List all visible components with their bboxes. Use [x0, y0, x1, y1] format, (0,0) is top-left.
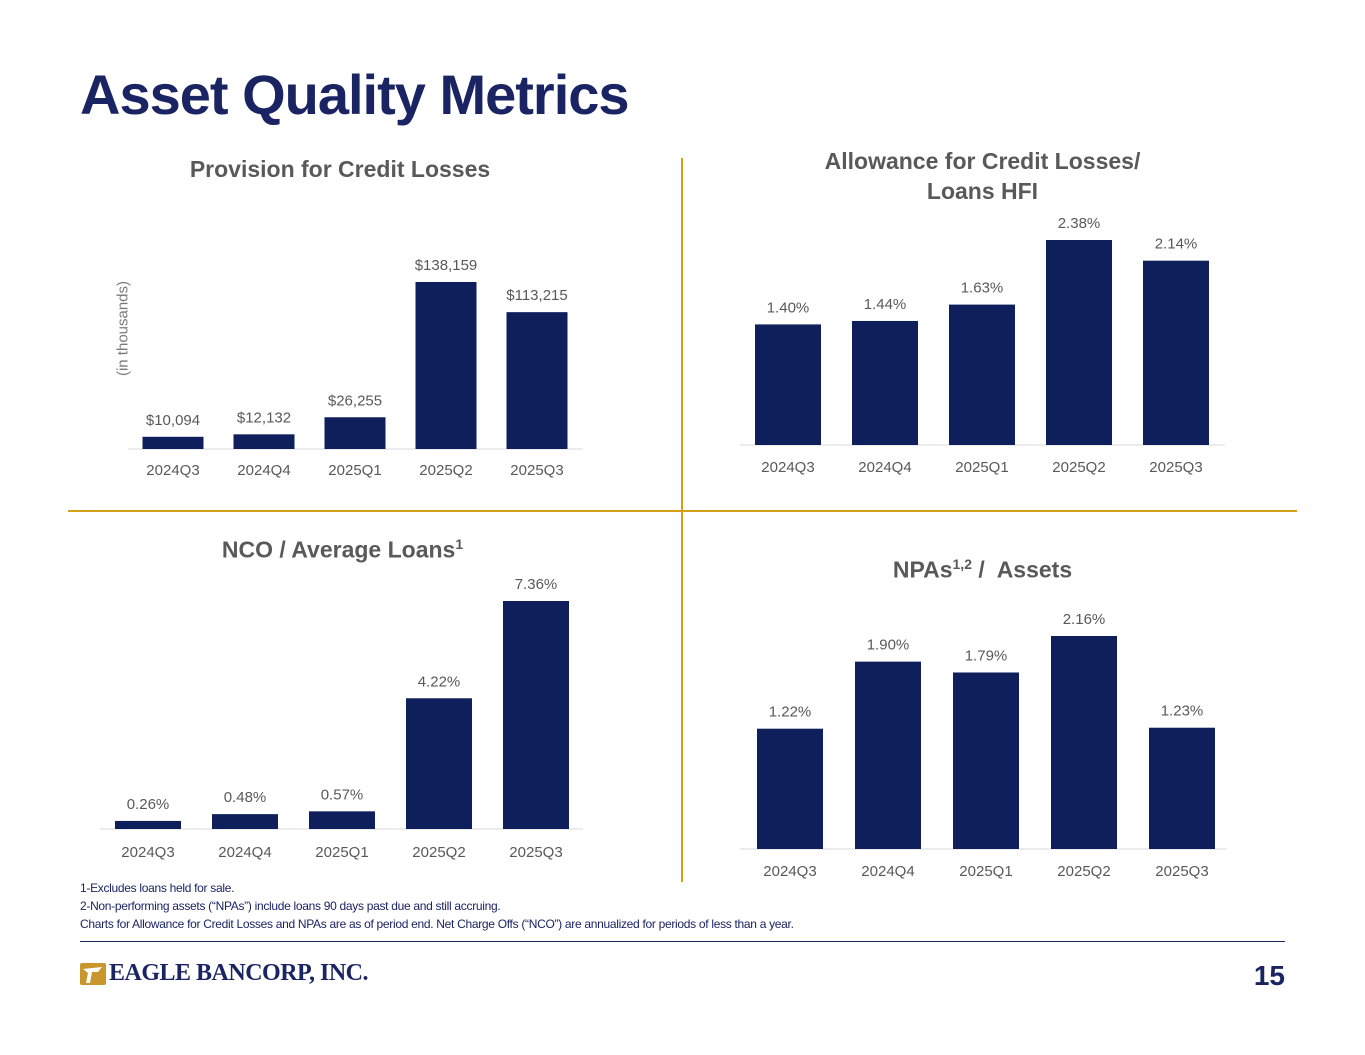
npa-tick-label-2025Q2: 2025Q2 [1057, 863, 1110, 880]
npa-tick-label-2025Q1: 2025Q1 [959, 863, 1012, 880]
nco-tick-label-2025Q3: 2025Q3 [509, 844, 562, 861]
provision-data-label-2025Q1: $26,255 [328, 392, 382, 409]
page-number: 15 [1253, 960, 1285, 991]
allowance-tick-label-2024Q3: 2024Q3 [761, 459, 814, 476]
nco-data-label-2025Q1: 0.57% [321, 786, 364, 803]
provision-bar-2024Q3 [142, 436, 204, 449]
provision-data-label-2024Q3: $10,094 [146, 412, 200, 429]
horizontal-divider [68, 510, 1297, 512]
footnote-1: 1-Excludes loans held for sale. [80, 881, 235, 895]
nco-bar-2024Q3 [115, 820, 181, 829]
nco-tick-label-2024Q4: 2024Q4 [218, 844, 271, 861]
allowance-data-label-2024Q4: 1.44% [864, 296, 907, 313]
footnotes: 1-Excludes loans held for sale. 2-Non-pe… [80, 879, 794, 933]
eagle-icon [80, 962, 106, 985]
allowance-bar-2024Q4 [852, 320, 918, 445]
allowance-title-line1: Allowance for Credit Losses/ [824, 148, 1141, 174]
npa-bar-2025Q2 [1051, 636, 1117, 849]
provision-tick-label-2024Q3: 2024Q3 [146, 462, 199, 479]
allowance-chart-title: Allowance for Credit Losses/ Loans HFI [740, 146, 1225, 206]
nco-bar-2024Q4 [212, 814, 278, 829]
provision-data-label-2025Q2: $138,159 [415, 257, 478, 274]
nco-tick-label-2024Q3: 2024Q3 [121, 844, 174, 861]
npa-data-label-2025Q1: 1.79% [965, 647, 1008, 664]
npa-bar-2025Q3 [1149, 727, 1215, 849]
allowance-data-label-2025Q3: 2.14% [1155, 236, 1198, 253]
nco-bar-2025Q1 [309, 811, 375, 829]
allowance-bar-2025Q3 [1143, 260, 1209, 445]
footnote-3: Charts for Allowance for Credit Losses a… [80, 917, 794, 931]
nco-tick-label-2025Q1: 2025Q1 [315, 844, 368, 861]
nco-data-label-2025Q3: 7.36% [515, 576, 558, 593]
provision-tick-label-2024Q4: 2024Q4 [237, 462, 290, 479]
footnote-2: 2-Non-performing assets (“NPAs”) include… [80, 899, 501, 913]
provision-chart-title: Provision for Credit Losses [189, 156, 491, 182]
npa-data-label-2025Q2: 2.16% [1063, 611, 1106, 628]
allowance-data-label-2025Q1: 1.63% [961, 280, 1004, 297]
allowance-data-label-2025Q2: 2.38% [1058, 215, 1101, 232]
npa-title-pre: NPAs [892, 556, 953, 583]
nco-chart-title: NCO / Average Loans1 [100, 529, 585, 565]
provision-bar-2025Q3 [506, 312, 568, 449]
vertical-divider [681, 158, 683, 882]
npa-tick-label-2024Q3: 2024Q3 [763, 863, 816, 880]
nco-bar-2025Q2 [406, 698, 472, 829]
nco-tick-label-2025Q2: 2025Q2 [412, 844, 465, 861]
npa-data-label-2024Q4: 1.90% [867, 637, 910, 654]
allowance-title-line2: Loans HFI [926, 178, 1039, 204]
page-title: Asset Quality Metrics [80, 63, 630, 126]
provision-tick-label-2025Q2: 2025Q2 [419, 462, 472, 479]
npa-data-label-2024Q3: 1.22% [769, 704, 812, 721]
nco-bar-2025Q3 [503, 601, 569, 829]
npa-title-post: / Assets [971, 556, 1073, 583]
allowance-tick-label-2025Q1: 2025Q1 [955, 459, 1008, 476]
provision-data-label-2025Q3: $113,215 [506, 287, 567, 304]
allowance-bar-2025Q1 [949, 304, 1015, 445]
allowance-bar-2025Q2 [1046, 240, 1112, 445]
allowance-data-label-2024Q3: 1.40% [767, 299, 810, 316]
npa-bar-2024Q4 [855, 661, 921, 849]
provision-tick-label-2025Q1: 2025Q1 [328, 462, 381, 479]
provision-bar-2025Q1 [324, 417, 386, 449]
footer-rule [80, 941, 1285, 942]
allowance-tick-label-2025Q2: 2025Q2 [1052, 459, 1105, 476]
allowance-bar-2024Q3 [755, 324, 821, 445]
nco-title-text: NCO / Average Loans [221, 536, 456, 563]
company-logo: EAGLE BANCORP, INC. [80, 960, 369, 987]
npa-chart-title: NPAs1,2 / Assets [740, 549, 1225, 585]
npa-tick-label-2024Q4: 2024Q4 [861, 863, 914, 880]
provision-bar-2025Q2 [415, 282, 477, 449]
npa-bar-2025Q1 [953, 672, 1019, 849]
nco-title-sup: 1 [455, 536, 464, 552]
provision-tick-label-2025Q3: 2025Q3 [510, 462, 563, 479]
npa-data-label-2025Q3: 1.23% [1161, 703, 1204, 720]
nco-data-label-2024Q4: 0.48% [224, 789, 267, 806]
nco-data-label-2025Q2: 4.22% [418, 673, 461, 690]
provision-data-label-2024Q4: $12,132 [237, 409, 291, 426]
npa-tick-label-2025Q3: 2025Q3 [1155, 863, 1208, 880]
npa-bar-2024Q3 [757, 728, 823, 849]
provision-bar-2024Q4 [233, 434, 295, 449]
nco-data-label-2024Q3: 0.26% [127, 796, 170, 813]
allowance-tick-label-2025Q3: 2025Q3 [1149, 459, 1202, 476]
logo-text: EAGLE BANCORP, INC. [109, 960, 369, 986]
allowance-tick-label-2024Q4: 2024Q4 [858, 459, 911, 476]
npa-title-sup: 1,2 [952, 556, 972, 572]
